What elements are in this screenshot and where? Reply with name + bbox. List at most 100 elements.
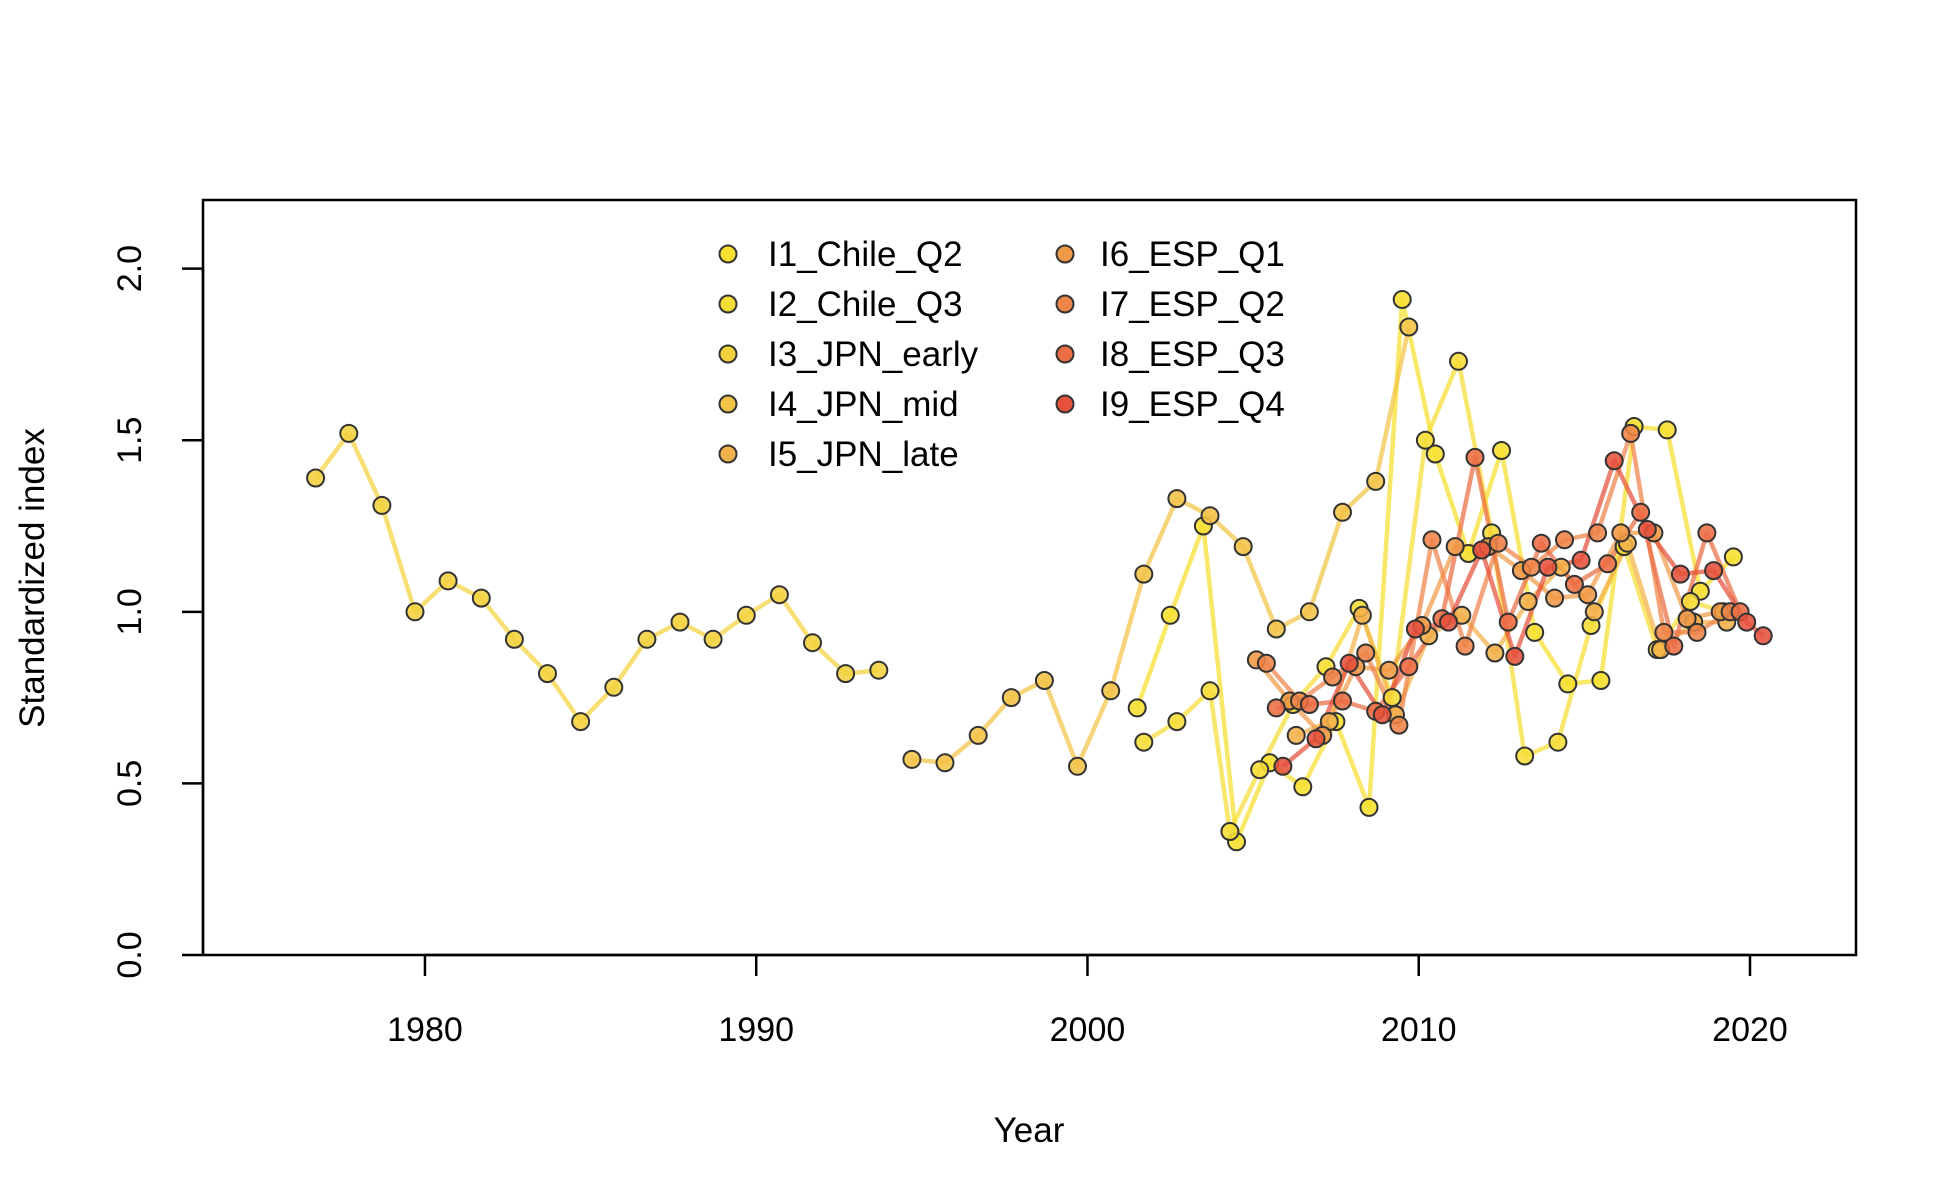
data-point-i9-esp-q4 <box>1571 550 1591 570</box>
data-point-i3-jpn-early <box>405 602 425 622</box>
data-point-i9-esp-q4 <box>1439 612 1458 632</box>
legend-swatch-i9-esp-q4 <box>1055 394 1075 414</box>
legend-label-i5-jpn-late: I5_JPN_late <box>768 435 959 474</box>
data-point-i4-jpn-mid <box>968 725 988 745</box>
data-point-i1-chile-q2 <box>1525 622 1545 642</box>
data-point-i4-jpn-mid <box>1101 681 1121 701</box>
data-point-i6-esp-q1 <box>1445 537 1465 557</box>
x-tick-label: 2000 <box>1050 1011 1126 1049</box>
data-point-i3-jpn-early <box>372 495 392 515</box>
legend-label-i9-esp-q4: I9_ESP_Q4 <box>1100 385 1285 424</box>
x-axis-title: Year <box>994 1111 1065 1150</box>
legend-swatch-i8-esp-q3 <box>1055 344 1075 364</box>
data-point-i7-esp-q2 <box>1521 557 1541 577</box>
data-point-i3-jpn-early <box>339 423 359 443</box>
legend-label-i3-jpn-early: I3_JPN_early <box>768 335 979 374</box>
data-point-i4-jpn-mid <box>1333 502 1352 522</box>
data-point-i2-chile-q3 <box>1250 760 1270 780</box>
data-point-i7-esp-q2 <box>1588 523 1608 543</box>
data-point-i8-esp-q3 <box>1531 533 1551 553</box>
legend-swatch-i7-esp-q2 <box>1055 294 1075 314</box>
data-point-i7-esp-q2 <box>1422 530 1442 550</box>
data-point-i9-esp-q4 <box>1339 653 1359 673</box>
data-point-i3-jpn-early <box>803 633 822 653</box>
data-point-i1-chile-q2 <box>1591 671 1611 690</box>
data-point-i7-esp-q2 <box>1488 533 1508 553</box>
data-point-i2-chile-q3 <box>1134 732 1154 752</box>
data-point-i7-esp-q2 <box>1621 423 1641 443</box>
data-point-i1-chile-q2 <box>1127 698 1147 718</box>
data-point-i2-chile-q3 <box>1167 712 1187 732</box>
data-point-i9-esp-q4 <box>1637 520 1657 539</box>
data-point-i4-jpn-mid <box>1134 564 1154 584</box>
data-point-i3-jpn-early <box>571 712 591 732</box>
data-point-i3-jpn-early <box>471 588 491 608</box>
data-point-i4-jpn-mid <box>1034 671 1054 690</box>
data-point-i6-esp-q1 <box>1578 585 1598 605</box>
legend-swatch-i4-jpn-mid <box>718 394 738 414</box>
data-point-i2-chile-q3 <box>1220 822 1240 841</box>
x-tick-label: 2010 <box>1381 1011 1457 1049</box>
x-tick-label: 1980 <box>387 1011 463 1049</box>
data-point-i3-jpn-early <box>869 660 889 680</box>
data-point-i1-chile-q2 <box>1293 777 1313 797</box>
data-point-i8-esp-q3 <box>1299 695 1319 714</box>
y-tick-label: 0.0 <box>111 931 149 978</box>
legend-label-i6-esp-q1: I6_ESP_Q1 <box>1100 235 1285 274</box>
plot-points <box>306 290 1773 852</box>
data-point-i7-esp-q2 <box>1356 643 1376 663</box>
data-point-i4-jpn-mid <box>1068 756 1087 776</box>
data-point-i8-esp-q3 <box>1465 447 1485 467</box>
data-point-i9-esp-q4 <box>1538 557 1558 577</box>
data-point-i8-esp-q3 <box>1697 523 1717 543</box>
data-point-i4-jpn-mid <box>1233 537 1253 557</box>
data-point-i5-jpn-late <box>1286 725 1306 745</box>
data-point-i1-chile-q2 <box>1425 444 1445 464</box>
y-tick-label: 2.0 <box>111 245 149 292</box>
data-point-i2-chile-q3 <box>1548 732 1568 752</box>
data-point-i7-esp-q2 <box>1256 653 1276 673</box>
data-point-i8-esp-q3 <box>1498 612 1518 632</box>
data-point-i4-jpn-mid <box>1200 506 1220 526</box>
data-point-i8-esp-q3 <box>1631 502 1651 522</box>
data-point-i4-jpn-mid <box>1399 317 1419 337</box>
data-point-i1-chile-q2 <box>1657 420 1677 440</box>
data-point-i7-esp-q2 <box>1687 622 1707 642</box>
data-point-i7-esp-q2 <box>1389 715 1409 735</box>
data-point-i3-jpn-early <box>504 629 524 649</box>
data-point-i8-esp-q3 <box>1333 691 1352 711</box>
data-point-i5-jpn-late <box>1352 605 1372 625</box>
data-point-i4-jpn-mid <box>1167 489 1187 509</box>
data-point-i9-esp-q4 <box>1737 612 1757 632</box>
data-point-i3-jpn-early <box>438 571 458 591</box>
data-point-i6-esp-q1 <box>1545 588 1565 608</box>
data-point-i2-chile-q3 <box>1200 681 1220 701</box>
y-tick-label: 1.0 <box>111 588 149 635</box>
data-point-i2-chile-q3 <box>1449 351 1468 371</box>
legend-swatch-i6-esp-q1 <box>1055 244 1075 264</box>
x-tick-label: 1990 <box>718 1011 794 1049</box>
data-point-i3-jpn-early <box>736 605 756 625</box>
legend: I1_Chile_Q2 I2_Chile_Q3 I3_JPN_early I4_JPN… <box>718 235 1285 474</box>
y-axis: 0.0 0.5 1.0 1.5 2.0 <box>111 245 205 979</box>
data-point-i1-chile-q2 <box>1160 605 1180 625</box>
x-tick-label: 2020 <box>1712 1011 1788 1049</box>
data-point-i3-jpn-early <box>670 612 690 632</box>
data-point-i4-jpn-mid <box>1266 619 1286 639</box>
data-point-i1-chile-q2 <box>1723 547 1743 567</box>
legend-swatch-i2-chile-q3 <box>718 294 738 314</box>
data-point-i3-jpn-early <box>703 629 723 649</box>
data-point-i4-jpn-mid <box>1001 688 1021 708</box>
legend-label-i8-esp-q3: I8_ESP_Q3 <box>1100 335 1285 374</box>
data-point-i9-esp-q4 <box>1472 540 1492 560</box>
legend-label-i1-chile-q2: I1_Chile_Q2 <box>768 235 963 274</box>
data-point-i9-esp-q4 <box>1372 705 1392 725</box>
data-point-i8-esp-q3 <box>1598 554 1618 574</box>
data-point-i3-jpn-early <box>604 677 624 697</box>
series-line-i9-esp-q4 <box>1281 458 1765 769</box>
data-point-i1-chile-q2 <box>1558 674 1578 694</box>
data-point-i8-esp-q3 <box>1266 698 1286 718</box>
data-point-i7-esp-q2 <box>1555 530 1574 550</box>
data-point-i4-jpn-mid <box>902 749 922 769</box>
data-point-i3-jpn-early <box>306 468 326 488</box>
